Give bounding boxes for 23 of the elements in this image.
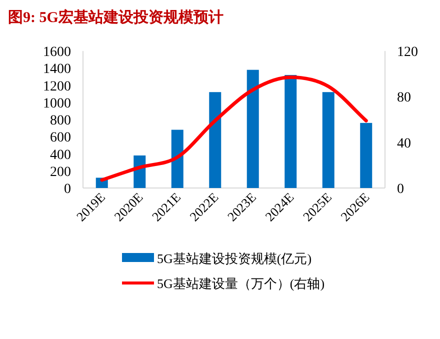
y-tick-label: 200 (50, 164, 71, 180)
y-tick-label: 800 (50, 114, 71, 128)
y-tick-label: 600 (50, 130, 71, 146)
y-tick-label: 1400 (43, 62, 71, 78)
y2-tick-label: 0 (397, 182, 404, 197)
bar (171, 130, 184, 188)
y-tick-label: 0 (64, 182, 71, 197)
bar (360, 122, 372, 188)
line-series (100, 76, 368, 182)
title: 图9: 5G宏基站建设投资规模预计 (8, 10, 224, 26)
bar (209, 92, 222, 188)
bar (246, 70, 259, 188)
y2-tick-label: 80 (397, 90, 411, 106)
y2-tick-label: 120 (397, 45, 418, 60)
y2-tick-label: 40 (397, 136, 411, 152)
legend-label: 5G基站建设投资规模(亿元) (157, 251, 312, 266)
y-tick-label: 1600 (43, 45, 71, 60)
y-tick-label: 1000 (43, 96, 71, 112)
legend-label: 5G基站建设量（万个）(右轴) (157, 276, 325, 291)
bar (322, 92, 334, 188)
y-tick-label: 400 (50, 148, 71, 163)
y-tick-label: 1200 (43, 79, 71, 94)
bar (284, 74, 297, 188)
